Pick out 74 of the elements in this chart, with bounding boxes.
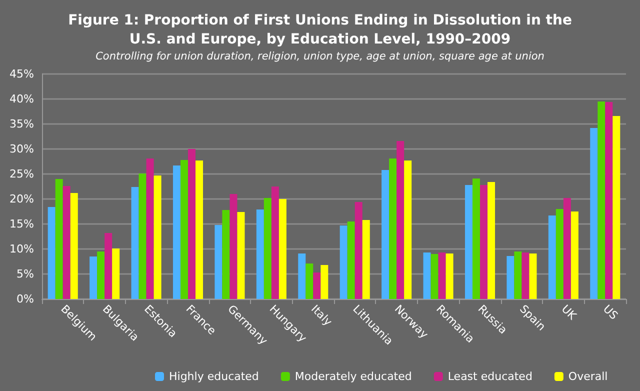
bar	[90, 256, 98, 299]
bar	[556, 209, 564, 299]
bar	[522, 252, 530, 299]
bar	[529, 254, 537, 299]
legend-label: Highly educated	[169, 370, 259, 383]
bar	[590, 128, 598, 299]
bar	[48, 207, 56, 299]
y-tick-label: 10%	[10, 242, 34, 256]
bar	[347, 222, 355, 299]
bar	[354, 202, 362, 299]
legend-label: Moderately educated	[294, 370, 412, 383]
bar	[598, 102, 606, 299]
x-tick-label: UK	[558, 302, 580, 323]
legend-label: Least educated	[448, 370, 532, 383]
bar	[256, 210, 264, 299]
bar	[612, 116, 620, 299]
bar	[548, 216, 556, 299]
y-tick-label: 20%	[10, 192, 34, 206]
bar	[389, 158, 397, 299]
bar	[396, 141, 404, 299]
y-tick-label: 0%	[16, 292, 34, 306]
bar	[70, 193, 78, 299]
bar	[404, 160, 412, 299]
bar	[438, 252, 446, 299]
bar	[62, 186, 70, 299]
y-tick-label: 30%	[10, 142, 34, 156]
bar	[230, 194, 238, 299]
y-tick-label: 45%	[10, 68, 34, 80]
bar	[188, 149, 196, 299]
bar	[264, 198, 272, 299]
y-tick-label: 5%	[16, 268, 34, 280]
bar	[313, 272, 321, 299]
bar	[506, 256, 514, 299]
bar	[563, 198, 571, 299]
bar	[131, 187, 139, 299]
bar	[514, 252, 522, 299]
bar	[237, 212, 245, 299]
bar	[570, 212, 578, 299]
bar	[340, 226, 348, 299]
bar	[423, 252, 431, 299]
bar	[430, 254, 438, 299]
bar	[112, 248, 120, 299]
bar	[306, 264, 314, 299]
chart-subtitle: Controlling for union duration, religion, union type, age at union, square age at union	[96, 50, 544, 62]
bar	[138, 174, 146, 299]
bar	[320, 265, 328, 299]
bar	[480, 185, 488, 299]
bar	[488, 182, 496, 299]
legend-label: Overall	[568, 370, 608, 383]
bar	[196, 160, 204, 299]
x-tick-label: US	[600, 302, 620, 322]
bar	[278, 199, 286, 299]
bar	[362, 220, 370, 299]
bar	[55, 179, 63, 299]
bar	[104, 233, 112, 299]
bar	[298, 254, 306, 299]
y-tick-label: 25%	[10, 168, 34, 180]
bar	[180, 160, 188, 299]
y-tick-label: 15%	[10, 218, 34, 230]
bar	[446, 254, 454, 299]
bar	[464, 185, 472, 299]
bar	[271, 186, 279, 299]
bar	[605, 102, 613, 299]
y-tick-label: 35%	[10, 118, 34, 130]
bar	[214, 225, 222, 299]
bar	[154, 176, 162, 299]
chart-title: Figure 1: Proportion of First Unions Ending in Dissolution in the U.S. and Europe, by Education Level, 1990–2009	[68, 12, 572, 48]
y-tick-label: 40%	[10, 92, 34, 106]
bar	[172, 166, 180, 299]
bar	[382, 170, 390, 299]
bar	[472, 178, 480, 299]
bar	[97, 252, 105, 299]
bar	[146, 158, 154, 299]
bar	[222, 210, 230, 299]
